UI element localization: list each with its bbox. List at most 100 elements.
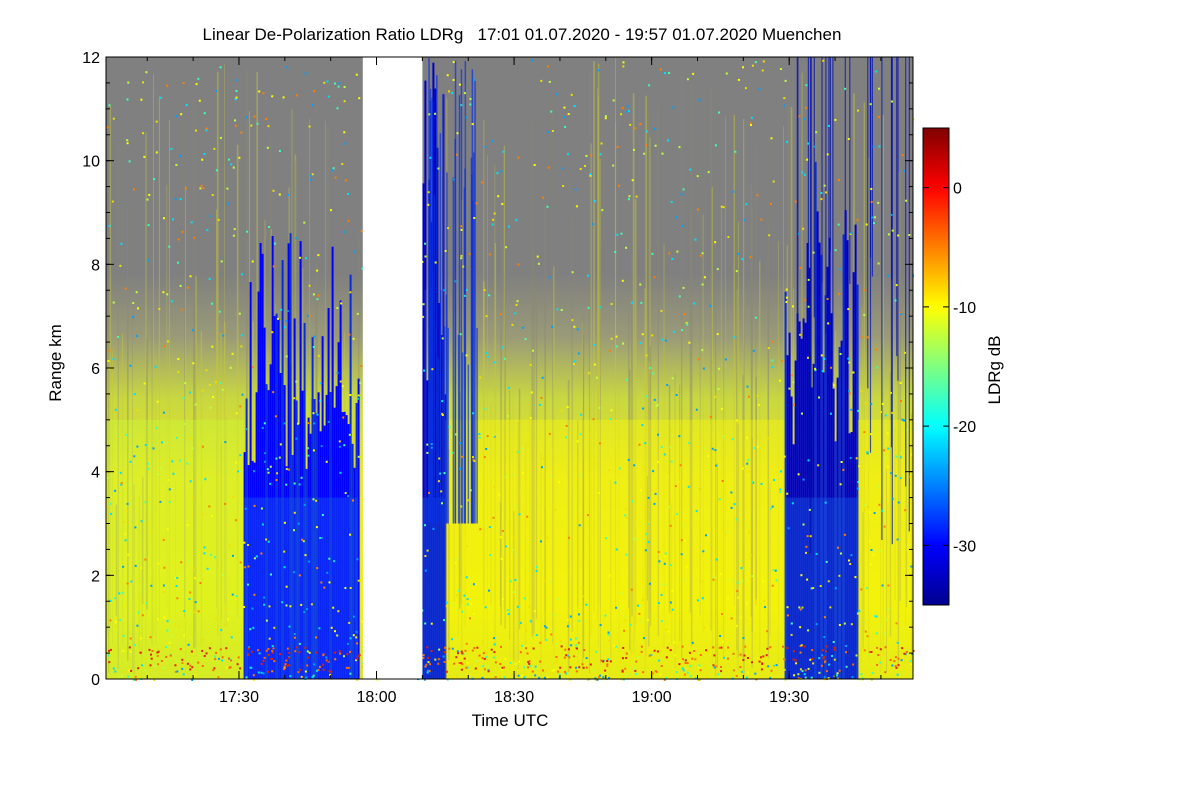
heatmap-speckle [883, 449, 885, 452]
heatmap-speckle [137, 307, 139, 310]
heatmap-speckle [857, 612, 859, 615]
heatmap-speckle [655, 405, 658, 407]
heatmap-cell [812, 363, 815, 679]
heatmap-speckle [800, 574, 803, 577]
heatmap-streak [513, 510, 515, 661]
heatmap-speckle [142, 132, 144, 135]
heatmap-speckle [827, 580, 830, 583]
heatmap-speckle [875, 70, 878, 73]
heatmap-speckle [667, 630, 670, 633]
heatmap-speckle [484, 146, 487, 148]
heatmap-speckle [271, 331, 274, 334]
heatmap-speckle [573, 655, 575, 658]
heatmap-speckle [252, 674, 255, 677]
heatmap-speckle [804, 298, 807, 301]
heatmap-streak [897, 354, 899, 669]
heatmap-speckle [576, 440, 579, 443]
heatmap-speckle [144, 501, 147, 504]
heatmap-speckle [500, 557, 503, 560]
heatmap-speckle [775, 579, 778, 582]
heatmap-speckle [640, 301, 643, 304]
heatmap-speckle [255, 555, 258, 558]
heatmap-speckle [329, 209, 332, 212]
heatmap-speckle [240, 345, 243, 348]
heatmap-speckle [553, 614, 556, 617]
heatmap-speckle [286, 310, 289, 312]
heatmap-cell [297, 423, 300, 679]
heatmap-speckle [577, 641, 580, 644]
heatmap-speckle [818, 657, 821, 660]
heatmap-speckle [553, 662, 555, 665]
heatmap-speckle [744, 87, 747, 90]
heatmap-speckle [488, 253, 491, 256]
heatmap-speckle [542, 669, 544, 672]
heatmap-speckle [316, 669, 318, 672]
heatmap-cell [844, 210, 847, 679]
heatmap-speckle [731, 438, 734, 441]
heatmap-speckle [517, 156, 520, 159]
heatmap-speckle [459, 333, 462, 336]
heatmap-speckle [305, 676, 308, 679]
heatmap-speckle [201, 158, 204, 161]
heatmap-cell [325, 394, 328, 679]
heatmap-speckle [261, 426, 264, 429]
heatmap-speckle [763, 599, 766, 602]
heatmap-speckle [451, 92, 454, 94]
heatmap-speckle [268, 637, 271, 640]
heatmap-speckle [483, 289, 486, 292]
heatmap-speckle [164, 345, 166, 348]
heatmap-streak [755, 376, 757, 600]
heatmap-streak [588, 69, 590, 674]
heatmap-speckle [234, 124, 237, 127]
heatmap-speckle [622, 65, 625, 68]
heatmap-speckle [211, 514, 214, 517]
heatmap-speckle [823, 636, 826, 638]
heatmap-streak [886, 469, 887, 673]
heatmap-speckle [346, 653, 349, 656]
heatmap-speckle [774, 569, 777, 572]
heatmap-streak [809, 57, 812, 554]
heatmap-speckle [153, 178, 156, 181]
heatmap-speckle [283, 668, 286, 671]
heatmap-speckle [119, 619, 122, 622]
heatmap-streak [911, 413, 913, 667]
heatmap-speckle [500, 170, 503, 173]
heatmap-cell [299, 241, 302, 679]
heatmap-speckle [641, 333, 644, 336]
heatmap-speckle [273, 626, 276, 629]
heatmap-cell [305, 468, 308, 679]
heatmap-speckle [567, 648, 570, 651]
heatmap-speckle [639, 489, 642, 492]
heatmap-cell [293, 318, 296, 679]
x-tick-label: 19:00 [632, 689, 672, 706]
heatmap-speckle [221, 574, 224, 577]
heatmap-speckle [434, 261, 437, 264]
heatmap-streak [115, 504, 118, 617]
heatmap-speckle [696, 175, 699, 178]
heatmap-speckle [870, 549, 873, 551]
heatmap-speckle [337, 85, 340, 88]
heatmap-speckle [423, 369, 426, 372]
heatmap-speckle [715, 464, 718, 467]
heatmap-speckle [479, 528, 482, 531]
heatmap-speckle [687, 485, 690, 488]
heatmap-speckle [424, 555, 427, 557]
heatmap-speckle [472, 412, 475, 415]
heatmap-speckle [297, 522, 300, 525]
heatmap-streak [618, 386, 620, 652]
heatmap-speckle [631, 500, 634, 503]
heatmap-speckle [715, 558, 718, 561]
heatmap-speckle [516, 630, 519, 633]
heatmap-speckle [448, 425, 451, 428]
heatmap-speckle [460, 505, 463, 508]
heatmap-speckle [247, 544, 249, 546]
heatmap-speckle [111, 200, 114, 203]
heatmap-speckle [624, 508, 627, 510]
heatmap-speckle [270, 657, 273, 660]
heatmap-speckle [713, 666, 716, 669]
heatmap-speckle [108, 349, 111, 352]
heatmap-streak [223, 321, 226, 604]
heatmap-speckle [232, 166, 235, 169]
heatmap-streak [743, 119, 745, 608]
heatmap-speckle [507, 225, 510, 228]
